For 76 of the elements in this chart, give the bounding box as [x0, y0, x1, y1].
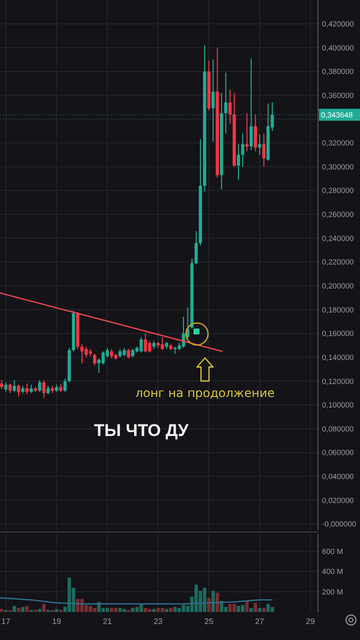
candlestick	[93, 353, 96, 366]
candlestick	[160, 336, 164, 351]
line-series	[0, 597, 273, 605]
candlestick	[0, 379, 4, 390]
bar	[249, 608, 253, 612]
annotation: лонг на продолжение	[135, 386, 275, 400]
candlestick	[140, 336, 143, 354]
bar	[254, 602, 258, 612]
candlestick	[12, 379, 16, 392]
bar	[178, 608, 181, 612]
bar	[194, 584, 198, 612]
bar	[156, 608, 160, 612]
x-tick-label: 29	[306, 617, 316, 626]
bar	[169, 608, 172, 612]
bar	[0, 608, 4, 612]
bar	[164, 608, 168, 612]
bar	[241, 604, 244, 612]
candlestick	[4, 382, 8, 392]
bar	[245, 600, 249, 612]
bar	[202, 588, 206, 612]
candlestick	[84, 346, 88, 358]
bar	[54, 608, 58, 612]
bar	[131, 608, 134, 612]
candlestick	[224, 72, 228, 134]
candlestick	[212, 59, 215, 142]
candlestick	[262, 132, 266, 168]
candlestick	[228, 88, 232, 124]
candlestick	[254, 114, 257, 152]
bar	[21, 606, 24, 612]
candlestick	[63, 378, 67, 392]
bar	[232, 604, 236, 612]
bar	[216, 592, 220, 612]
bar	[68, 578, 71, 612]
x-tick-label: 27	[255, 617, 265, 626]
bar	[211, 590, 215, 612]
x-tick-label: 19	[52, 617, 62, 626]
candlestick	[8, 383, 12, 394]
bar	[262, 608, 266, 612]
candlestick	[102, 350, 105, 365]
bar	[38, 608, 42, 612]
x-tick-label: 25	[204, 617, 214, 626]
bar	[106, 608, 110, 612]
bar	[12, 606, 16, 612]
x-tick-label: 21	[102, 617, 112, 626]
annotation: ТЫ ЧТО ДУ	[94, 421, 189, 440]
bar	[207, 598, 211, 612]
candlestick	[245, 112, 249, 152]
bar	[110, 608, 114, 612]
candlestick	[194, 230, 198, 265]
candlestick	[236, 144, 240, 180]
candlestick	[16, 384, 20, 398]
x-tick-label: 23	[154, 617, 164, 626]
bar	[144, 608, 148, 612]
candlestick	[38, 379, 42, 392]
candlestick	[148, 340, 152, 354]
candlestick	[42, 379, 46, 398]
bar	[258, 608, 262, 612]
x-tick-label: 17	[1, 617, 11, 626]
candlestick	[144, 332, 148, 354]
candlestick	[241, 132, 244, 168]
bar	[88, 606, 92, 612]
bar	[42, 604, 46, 612]
candlestick	[25, 383, 29, 395]
bar	[270, 606, 274, 612]
bar	[266, 604, 270, 612]
bar	[139, 604, 143, 612]
bar	[148, 608, 152, 612]
bar	[92, 608, 96, 612]
candlestick	[250, 58, 253, 151]
bar	[114, 608, 118, 612]
candlestick	[126, 348, 130, 359]
candlestick	[80, 344, 84, 364]
candlestick	[258, 134, 262, 156]
bar	[160, 608, 164, 612]
bar	[122, 608, 126, 612]
bar	[152, 608, 156, 612]
